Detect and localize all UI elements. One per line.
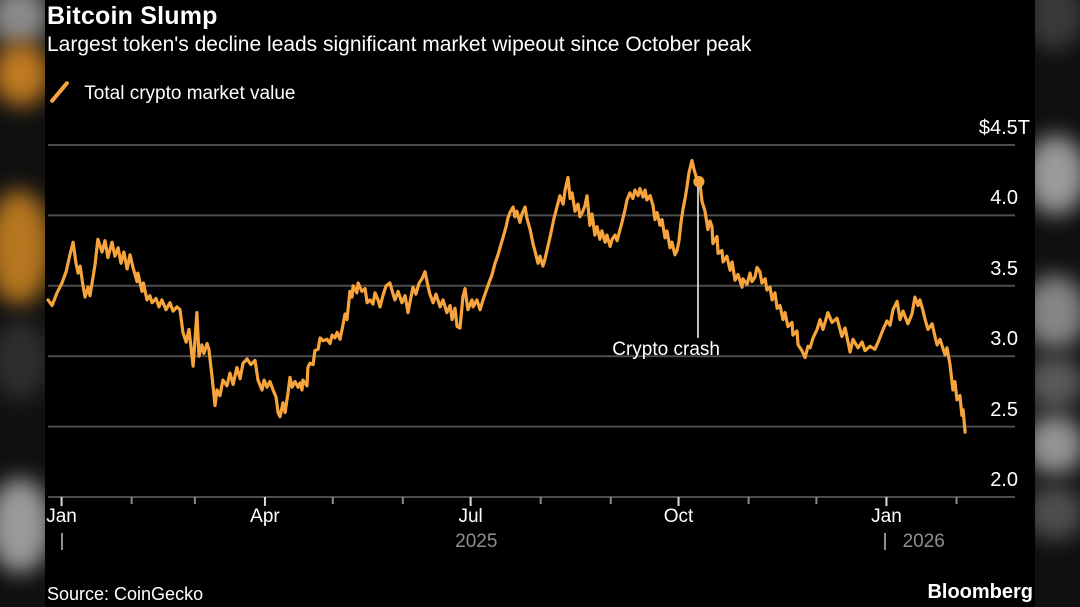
- y-axis-label: 4.0: [990, 187, 1018, 210]
- crash-marker-dot: [693, 176, 705, 188]
- x-axis-label: Jan: [46, 506, 77, 527]
- bloomberg-logo: Bloomberg: [927, 581, 1033, 603]
- chart-subtitle: Largest token's decline leads significan…: [47, 33, 752, 56]
- chart-title: Bitcoin Slump: [47, 2, 218, 30]
- x-axis-label: Apr: [250, 506, 280, 527]
- x-axis-label: Oct: [663, 506, 694, 527]
- letterbox-left: [0, 0, 45, 607]
- y-axis-label: 2.5: [990, 398, 1018, 421]
- x-axis-label: Jul: [458, 506, 483, 527]
- market-value-line: [46, 158, 967, 434]
- legend-label: Total crypto market value: [84, 83, 296, 104]
- y-axis-label: 2.0: [990, 469, 1018, 491]
- annotation-label: Crypto crash: [612, 338, 720, 360]
- y-axis-label: 3.5: [990, 257, 1018, 280]
- line-chart: [46, 144, 1015, 506]
- chart-panel: Bitcoin Slump Largest token's decline le…: [45, 0, 1035, 607]
- y-axis-label: $4.5T: [978, 117, 1030, 139]
- x-axis-label: Jan: [871, 506, 902, 527]
- year-label: 2025: [455, 531, 498, 552]
- legend: Total crypto market value: [47, 80, 295, 106]
- source-label: Source: CoinGecko: [47, 584, 204, 604]
- year-start-tick: [884, 533, 887, 550]
- letterbox-right: [1035, 0, 1080, 607]
- y-axis-label: 3.0: [990, 328, 1018, 351]
- year-label: 2026: [902, 531, 945, 552]
- year-start-tick: [61, 533, 63, 550]
